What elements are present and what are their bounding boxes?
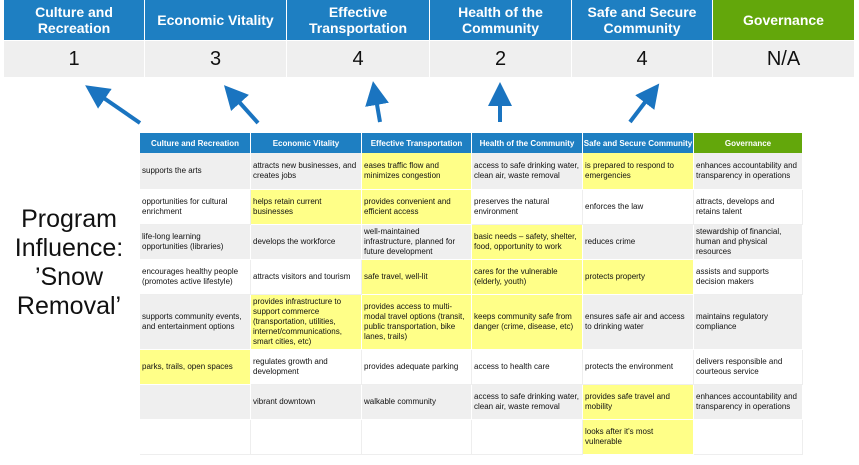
table-cell: walkable community bbox=[362, 385, 472, 420]
arrow-culture bbox=[85, 85, 142, 125]
summary-score: 2 bbox=[430, 40, 572, 77]
table-cell: provides convenient and efficient access bbox=[362, 190, 472, 225]
table-cell: provides infrastructure to support comme… bbox=[251, 295, 362, 350]
table-cell: assists and supports decision makers bbox=[694, 260, 803, 295]
table-cell: enhances accountability and transparency… bbox=[694, 153, 803, 190]
table-cell: encourages healthy people (promotes acti… bbox=[140, 260, 251, 295]
table-cell: access to health care bbox=[472, 350, 583, 385]
table-cell: attracts visitors and tourism bbox=[251, 260, 362, 295]
table-cell bbox=[140, 420, 251, 455]
table-cell: attracts new businesses, and creates job… bbox=[251, 153, 362, 190]
table-cell: eases traffic flow and minimizes congest… bbox=[362, 153, 472, 190]
summary-score: N/A bbox=[713, 40, 855, 77]
column-header: Effective Transportation bbox=[362, 133, 472, 153]
column-header: Economic Vitality bbox=[251, 133, 362, 153]
table-cell: provides access to multi-modal travel op… bbox=[362, 295, 472, 350]
table-cell: is prepared to respond to emergencies bbox=[583, 153, 694, 190]
table-cell bbox=[362, 420, 472, 455]
summary-scores: Culture and Recreation Economic Vitality E… bbox=[4, 0, 855, 77]
influence-table: Culture and Recreation Economic Vitality E… bbox=[140, 133, 803, 455]
table-cell bbox=[251, 420, 362, 455]
table-cell: attracts, develops and retains talent bbox=[694, 190, 803, 225]
table-cell: supports the arts bbox=[140, 153, 251, 190]
column-header: Health of the Community bbox=[472, 133, 583, 153]
arrow-economic bbox=[223, 85, 260, 125]
table-cell: provides adequate parking bbox=[362, 350, 472, 385]
table-cell: cares for the vulnerable (elderly, youth… bbox=[472, 260, 583, 295]
table-cell: life-long learning opportunities (librar… bbox=[140, 225, 251, 260]
table-cell: maintains regulatory compliance bbox=[694, 295, 803, 350]
summary-header: Economic Vitality bbox=[145, 0, 287, 40]
table-cell bbox=[472, 420, 583, 455]
summary-header: Effective Transportation bbox=[287, 0, 430, 40]
table-cell bbox=[694, 420, 803, 455]
table-cell: keeps community safe from danger (crime,… bbox=[472, 295, 583, 350]
summary-score: 4 bbox=[287, 40, 430, 77]
column-header: Governance bbox=[694, 133, 803, 153]
table-cell bbox=[140, 385, 251, 420]
summary-score: 1 bbox=[4, 40, 145, 77]
program-influence-label: Program Influence: ’Snow Removal’ bbox=[14, 205, 124, 320]
table-cell: regulates growth and development bbox=[251, 350, 362, 385]
table-cell: helps retain current businesses bbox=[251, 190, 362, 225]
table-cell: protects the environment bbox=[583, 350, 694, 385]
table-cell: delivers responsible and courteous servi… bbox=[694, 350, 803, 385]
summary-score: 4 bbox=[572, 40, 713, 77]
table-cell: looks after it's most vulnerable bbox=[583, 420, 694, 455]
column-header: Safe and Secure Community bbox=[583, 133, 694, 153]
table-cell: access to safe drinking water, clean air… bbox=[472, 385, 583, 420]
table-cell: opportunities for cultural enrichment bbox=[140, 190, 251, 225]
table-cell: provides safe travel and mobility bbox=[583, 385, 694, 420]
summary-header: Governance bbox=[713, 0, 855, 40]
column-header: Culture and Recreation bbox=[140, 133, 251, 153]
arrow-transportation bbox=[365, 81, 389, 123]
table-cell: access to safe drinking water, clean air… bbox=[472, 153, 583, 190]
table-cell: enhances accountability and transparency… bbox=[694, 385, 803, 420]
table-cell: vibrant downtown bbox=[251, 385, 362, 420]
table-cell: ensures safe air and access to drinking … bbox=[583, 295, 694, 350]
summary-header: Health of the Community bbox=[430, 0, 572, 40]
table-cell: stewardship of financial, human and phys… bbox=[694, 225, 803, 260]
table-cell: safe travel, well-lit bbox=[362, 260, 472, 295]
summary-header: Culture and Recreation bbox=[4, 0, 145, 40]
table-cell: supports community events, and entertain… bbox=[140, 295, 251, 350]
summary-score: 3 bbox=[145, 40, 287, 77]
arrow-safe bbox=[628, 83, 660, 124]
table-cell: enforces the law bbox=[583, 190, 694, 225]
table-cell: reduces crime bbox=[583, 225, 694, 260]
table-cell: protects property bbox=[583, 260, 694, 295]
table-cell: develops the workforce bbox=[251, 225, 362, 260]
table-cell: basic needs – safety, shelter, food, opp… bbox=[472, 225, 583, 260]
table-cell: well-maintained infrastructure, planned … bbox=[362, 225, 472, 260]
summary-header: Safe and Secure Community bbox=[572, 0, 713, 40]
table-cell: parks, trails, open spaces bbox=[140, 350, 251, 385]
table-cell: preserves the natural environment bbox=[472, 190, 583, 225]
